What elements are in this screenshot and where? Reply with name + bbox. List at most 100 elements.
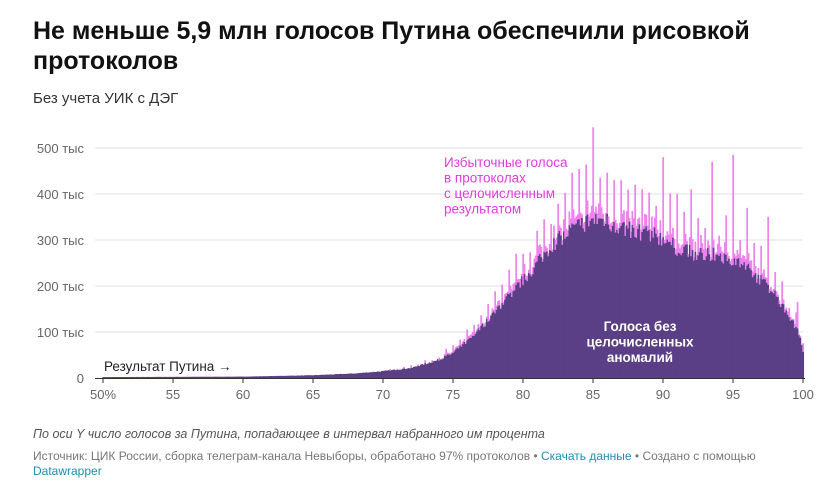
excess-votes-bar <box>445 348 448 356</box>
excess-votes-bar <box>466 329 469 341</box>
base-votes-bar <box>371 372 373 378</box>
base-votes-bar <box>176 376 179 378</box>
excess-votes-bar <box>596 213 599 225</box>
excess-votes-bar <box>448 353 450 355</box>
excess-votes-bar <box>778 300 781 305</box>
base-votes-bar <box>721 261 723 378</box>
excess-votes-bar <box>726 252 729 262</box>
excess-votes-bar <box>750 260 753 271</box>
base-votes-bar <box>169 376 172 378</box>
base-votes-bar <box>791 320 793 378</box>
base-votes-bar <box>350 373 352 378</box>
base-votes-bar <box>137 376 140 378</box>
excess-votes-bar <box>702 249 705 260</box>
base-votes-bar <box>513 290 516 378</box>
base-votes-bar <box>743 262 746 378</box>
base-votes-bar <box>238 376 240 378</box>
excess-votes-bar <box>509 285 512 293</box>
download-data-link[interactable]: Скачать данные <box>541 449 632 463</box>
base-votes-bar <box>704 260 707 378</box>
annotation-line: результатом <box>444 202 521 217</box>
base-votes-bar <box>497 306 499 378</box>
base-votes-bar <box>299 375 302 378</box>
base-votes-bar <box>442 358 445 378</box>
base-votes-bar <box>117 377 120 378</box>
excess-votes-bar <box>537 245 540 256</box>
base-votes-bar <box>298 375 301 378</box>
base-votes-bar <box>110 377 113 378</box>
base-votes-bar <box>113 377 116 378</box>
base-votes-bar <box>326 374 329 378</box>
base-votes-bar <box>387 370 390 378</box>
excess-votes-bar <box>757 267 760 275</box>
excess-votes-bar <box>623 210 625 222</box>
chart-subtitle: Без учета УИК с ДЭГ <box>33 90 179 107</box>
base-votes-bar <box>525 279 527 378</box>
excess-votes-bar <box>515 253 518 285</box>
base-votes-bar <box>509 292 512 378</box>
base-votes-bar <box>401 368 404 378</box>
excess-votes-bar <box>602 213 604 219</box>
base-votes-bar <box>218 376 221 378</box>
base-votes-bar <box>303 375 306 378</box>
base-votes-bar <box>616 229 618 378</box>
excess-votes-bar <box>697 218 700 256</box>
base-votes-bar <box>742 265 744 378</box>
base-votes-bar <box>543 251 546 378</box>
excess-votes-bar <box>597 203 600 219</box>
excess-votes-bar <box>544 246 547 253</box>
base-votes-bar <box>630 237 632 378</box>
base-votes-bar <box>102 377 105 378</box>
annotation-line: Результат Путина → <box>104 359 232 374</box>
excess-votes-bar <box>688 237 691 245</box>
base-votes-bar <box>134 376 137 378</box>
base-votes-bar <box>718 256 721 378</box>
base-votes-bar <box>470 337 473 378</box>
excess-votes-bar <box>761 273 764 280</box>
excess-votes-bar <box>705 249 708 257</box>
excess-votes-bar <box>541 258 544 262</box>
base-votes-bar <box>159 376 162 378</box>
excess-votes-bar <box>488 319 491 321</box>
excess-votes-bar <box>700 234 702 248</box>
base-votes-bar <box>410 368 413 378</box>
base-votes-bar <box>669 241 672 378</box>
base-votes-bar <box>179 376 182 378</box>
base-votes-bar <box>208 376 211 378</box>
base-votes-bar <box>233 376 236 378</box>
base-votes-bar <box>677 252 680 378</box>
excess-votes-bar <box>768 289 771 293</box>
base-votes-bar <box>123 377 126 378</box>
annotation-line: целочисленных <box>586 335 694 350</box>
x-tick-label: 65 <box>306 387 320 402</box>
base-votes-bar <box>267 376 270 378</box>
base-votes-bar <box>320 374 323 378</box>
excess-votes-bar <box>795 312 798 327</box>
base-votes-bar <box>621 223 624 378</box>
base-votes-bar <box>707 247 709 378</box>
base-votes-bar <box>340 373 343 378</box>
excess-votes-bar <box>450 352 453 354</box>
base-votes-bar <box>723 253 726 378</box>
base-votes-bar <box>526 281 529 378</box>
base-votes-bar <box>674 254 677 378</box>
base-votes-bar <box>581 217 583 378</box>
y-tick-label: 200 тыс <box>37 279 85 294</box>
excess-votes-bar <box>526 275 529 282</box>
base-votes-bar <box>586 214 589 378</box>
excess-votes-bar <box>604 212 607 224</box>
excess-votes-bar <box>679 248 681 254</box>
base-votes-bar <box>232 376 235 378</box>
base-votes-bar <box>565 236 568 378</box>
datawrapper-link[interactable]: Datawrapper <box>33 464 102 478</box>
excess-votes-bar <box>779 304 782 307</box>
excess-votes-bar <box>565 228 568 237</box>
excess-votes-bar <box>586 200 589 215</box>
base-votes-bar <box>572 224 575 378</box>
excess-votes-bar <box>627 189 630 229</box>
base-votes-bar <box>105 377 107 378</box>
base-votes-bar <box>322 374 324 378</box>
base-votes-bar <box>182 376 184 378</box>
base-votes-bar <box>201 376 204 378</box>
base-votes-bar <box>659 232 662 378</box>
